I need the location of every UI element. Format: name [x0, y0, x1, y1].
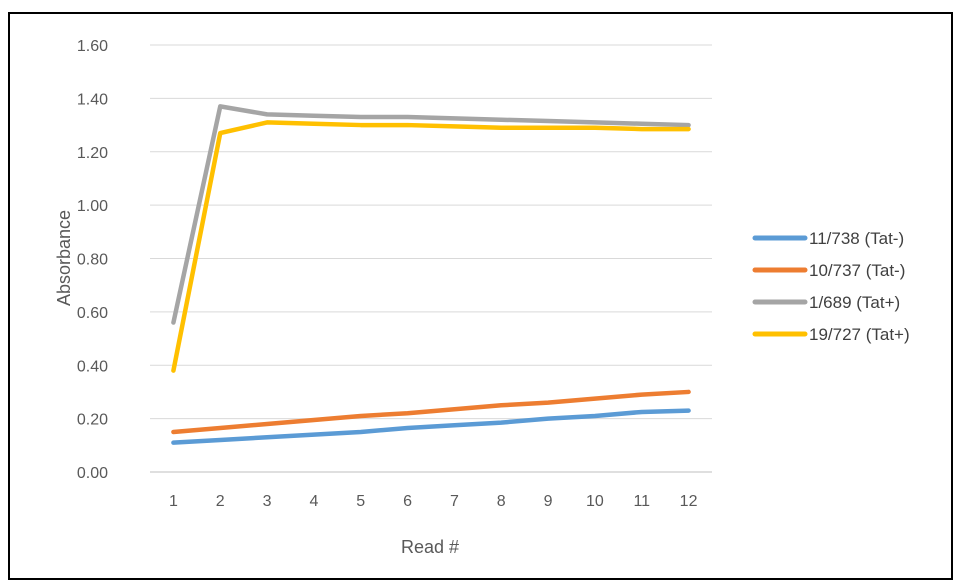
- y-tick-label: 1.40: [77, 91, 108, 108]
- series-line: [171, 104, 691, 325]
- x-axis-title: Read #: [401, 537, 459, 557]
- series-line: [171, 120, 691, 373]
- x-tick-label: 11: [633, 493, 650, 510]
- x-tick-label: 7: [450, 493, 459, 510]
- x-tick-label: 1: [169, 493, 178, 510]
- y-tick-labels: 0.00 0.20 0.40 0.60 0.80 1.00 1.20 1.40 1.60: [77, 38, 108, 482]
- y-tick-label: 0.00: [77, 465, 108, 482]
- legend-label: 11/738 (Tat-): [809, 229, 904, 248]
- chart-frame: [8, 12, 953, 580]
- y-tick-label: 0.40: [77, 358, 108, 375]
- legend-label: 1/689 (Tat+): [809, 293, 900, 312]
- series-line: [171, 408, 691, 445]
- x-tick-label: 9: [544, 493, 553, 510]
- x-tick-label: 4: [309, 493, 318, 510]
- x-tick-label: 12: [680, 493, 698, 510]
- y-tick-label: 1.00: [77, 198, 108, 215]
- y-tick-label: 1.20: [77, 145, 108, 162]
- gridlines: [150, 44, 712, 473]
- y-axis-title: Absorbance: [54, 210, 74, 306]
- x-tick-label: 8: [497, 493, 506, 510]
- series-lines: [171, 104, 691, 445]
- series-line: [171, 389, 691, 435]
- x-tick-label: 2: [216, 493, 225, 510]
- legend: 11/738 (Tat-) 10/737 (Tat-) 1/689 (Tat+) 19…: [752, 229, 910, 344]
- y-tick-label: 0.80: [77, 252, 108, 269]
- legend-label: 10/737 (Tat-): [809, 261, 905, 280]
- y-tick-label: 1.60: [77, 38, 108, 55]
- x-tick-labels: 1 2 3 4 5 6 7 8 9 10 11 12: [169, 493, 698, 510]
- x-tick-label: 3: [263, 493, 272, 510]
- legend-label: 19/727 (Tat+): [809, 325, 910, 344]
- x-tick-label: 5: [356, 493, 365, 510]
- x-tick-label: 10: [586, 493, 604, 510]
- y-tick-label: 0.60: [77, 305, 108, 322]
- y-tick-label: 0.20: [77, 412, 108, 429]
- x-tick-label: 6: [403, 493, 412, 510]
